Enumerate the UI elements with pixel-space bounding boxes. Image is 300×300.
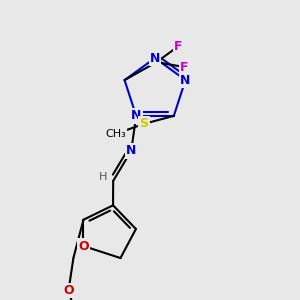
Text: O: O <box>63 284 74 297</box>
Text: N: N <box>131 110 141 122</box>
Text: N: N <box>150 52 160 64</box>
Text: F: F <box>180 61 189 74</box>
Text: CH₃: CH₃ <box>105 129 126 139</box>
Text: S: S <box>139 117 148 130</box>
Text: N: N <box>126 144 136 158</box>
Text: F: F <box>174 40 183 52</box>
Text: H: H <box>99 172 107 182</box>
Text: N: N <box>180 74 190 87</box>
Text: O: O <box>78 239 89 253</box>
